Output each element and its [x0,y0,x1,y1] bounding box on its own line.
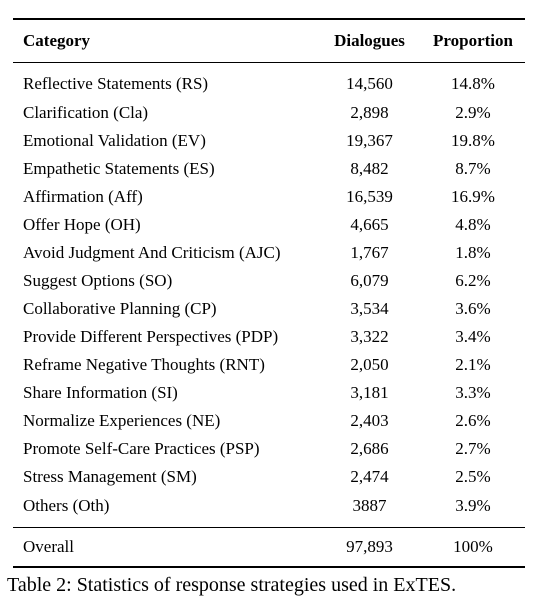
table-row: Affirmation (Aff) 16,539 16.9% [13,183,525,211]
dialogues-cell: 4,665 [350,215,389,234]
proportion-cell: 2.1% [455,355,491,374]
dialogues-cell: 2,403 [350,411,389,430]
table-body: Reflective Statements (RS) 14,560 14.8% Cla… [13,63,525,528]
category-cell: Offer Hope (OH) [23,215,141,234]
table-row: Others (Oth) 3887 3.9% [13,491,525,528]
proportion-cell: 19.8% [451,131,495,150]
dialogues-cell: 1,767 [350,243,389,262]
header-proportion: Proportion [421,18,525,63]
dialogues-cell: 3887 [352,496,387,515]
proportion-cell: 3.6% [455,299,491,318]
category-cell: Share Information (SI) [23,383,178,402]
proportion-cell: 3.9% [455,496,491,515]
category-cell: Clarification (Cla) [23,103,149,122]
dialogues-cell: 2,898 [350,103,389,122]
proportion-cell: 8.7% [455,159,491,178]
table-row: Normalize Experiences (NE) 2,403 2.6% [13,407,525,435]
table-row: Stress Management (SM) 2,474 2.5% [13,463,525,491]
total-dialogues-cell: 97,893 [318,527,421,568]
proportion-cell: 3.4% [455,327,491,346]
dialogues-cell: 6,079 [350,271,389,290]
proportion-cell: 6.2% [455,271,491,290]
strategy-statistics-table: Category Dialogues Proportion Reflective… [13,18,525,568]
table-row: Emotional Validation (EV) 19,367 19.8% [13,127,525,155]
category-cell: Suggest Options (SO) [23,271,173,290]
dialogues-cell: 2,686 [350,439,389,458]
dialogues-cell: 3,534 [350,299,389,318]
dialogues-cell: 8,482 [350,159,389,178]
proportion-cell: 2.9% [455,103,491,122]
dialogues-cell: 3,181 [350,383,389,402]
proportion-cell: 2.7% [455,439,491,458]
category-cell: Reframe Negative Thoughts (RNT) [23,355,265,374]
category-cell: Avoid Judgment And Criticism (AJC) [23,243,281,262]
table-row: Offer Hope (OH) 4,665 4.8% [13,211,525,239]
dialogues-cell: 2,050 [350,355,389,374]
header-dialogues: Dialogues [318,18,421,63]
dialogues-cell: 16,539 [346,187,393,206]
table-header-row: Category Dialogues Proportion [13,18,525,63]
total-proportion-cell: 100% [421,527,525,568]
dialogues-cell: 2,474 [350,467,389,486]
table-row: Provide Different Perspectives (PDP) 3,32… [13,323,525,351]
header-category: Category [13,18,318,63]
proportion-cell: 4.8% [455,215,491,234]
category-cell: Emotional Validation (EV) [23,131,206,150]
proportion-cell: 2.6% [455,411,491,430]
table-row: Share Information (SI) 3,181 3.3% [13,379,525,407]
category-cell: Promote Self-Care Practices (PSP) [23,439,260,458]
category-cell: Provide Different Perspectives (PDP) [23,327,279,346]
table-row: Avoid Judgment And Criticism (AJC) 1,767 1… [13,239,525,267]
category-cell: Reflective Statements (RS) [23,74,209,93]
proportion-cell: 2.5% [455,467,491,486]
category-cell: Normalize Experiences (NE) [23,411,221,430]
table-row: Promote Self-Care Practices (PSP) 2,686 2.… [13,435,525,463]
category-cell: Stress Management (SM) [23,467,197,486]
total-category-cell: Overall [13,527,318,568]
table-row: Empathetic Statements (ES) 8,482 8.7% [13,155,525,183]
proportion-cell: 3.3% [455,383,491,402]
table-row: Collaborative Planning (CP) 3,534 3.6% [13,295,525,323]
strategy-statistics-table-container: Category Dialogues Proportion Reflective… [13,18,525,568]
category-cell: Affirmation (Aff) [23,187,143,206]
dialogues-cell: 14,560 [346,74,393,93]
table-row: Reframe Negative Thoughts (RNT) 2,050 2.1% [13,351,525,379]
table-total-row: Overall 97,893 100% [13,527,525,568]
table-row: Suggest Options (SO) 6,079 6.2% [13,267,525,295]
dialogues-cell: 3,322 [350,327,389,346]
proportion-cell: 16.9% [451,187,495,206]
category-cell: Empathetic Statements (ES) [23,159,215,178]
category-cell: Collaborative Planning (CP) [23,299,217,318]
proportion-cell: 14.8% [451,74,495,93]
dialogues-cell: 19,367 [346,131,393,150]
table-row: Reflective Statements (RS) 14,560 14.8% [13,63,525,100]
category-cell: Others (Oth) [23,496,110,515]
table-caption: Table 2: Statistics of response strategi… [7,574,457,596]
table-row: Clarification (Cla) 2,898 2.9% [13,99,525,127]
proportion-cell: 1.8% [455,243,491,262]
